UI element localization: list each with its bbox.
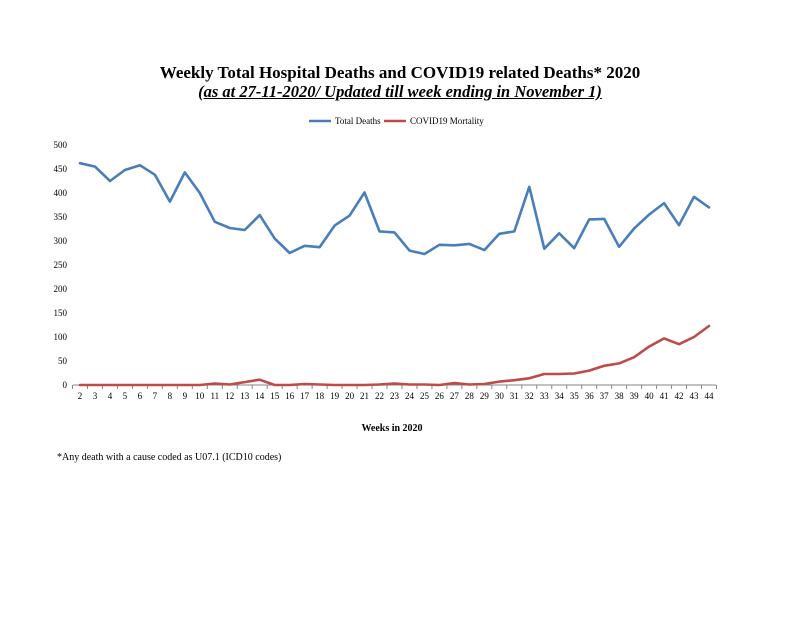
x-tick-label: 39 xyxy=(630,391,640,401)
x-tick-label: 22 xyxy=(375,391,384,401)
x-tick-label: 33 xyxy=(540,391,550,401)
x-tick-label: 34 xyxy=(555,391,565,401)
series-line-covid19-mortality xyxy=(78,324,711,387)
y-tick-label: 50 xyxy=(58,356,68,366)
x-axis-title: Weeks in 2020 xyxy=(361,423,422,434)
y-tick-label: 200 xyxy=(54,284,68,294)
x-tick-label: 19 xyxy=(330,391,340,401)
y-tick-label: 150 xyxy=(54,308,68,318)
x-tick-label: 27 xyxy=(450,391,460,401)
x-tick-label: 41 xyxy=(660,391,669,401)
x-tick-label: 42 xyxy=(675,391,684,401)
x-tick-label: 31 xyxy=(510,391,519,401)
x-tick-label: 44 xyxy=(705,391,715,401)
x-tick-label: 24 xyxy=(405,391,415,401)
legend-label: Total Deaths xyxy=(335,116,381,126)
x-tick-label: 10 xyxy=(195,391,205,401)
y-tick-label: 450 xyxy=(54,164,68,174)
chart-subtitle: (as at 27-11-2020/ Updated till week end… xyxy=(198,82,602,101)
chart-title: Weekly Total Hospital Deaths and COVID19… xyxy=(159,63,641,82)
x-tick-label: 16 xyxy=(285,391,295,401)
x-tick-label: 13 xyxy=(240,391,250,401)
x-tick-label: 36 xyxy=(585,391,595,401)
x-tick-label: 35 xyxy=(570,391,580,401)
x-tick-label: 4 xyxy=(108,391,113,401)
y-tick-label: 0 xyxy=(63,380,68,390)
x-tick-label: 38 xyxy=(615,391,625,401)
x-tick-label: 9 xyxy=(183,391,188,401)
x-tick-label: 29 xyxy=(480,391,490,401)
x-tick-label: 6 xyxy=(138,391,143,401)
x-tick-label: 28 xyxy=(465,391,475,401)
x-tick-label: 25 xyxy=(420,391,430,401)
x-tick-label: 15 xyxy=(270,391,280,401)
x-tick-label: 30 xyxy=(495,391,505,401)
x-tick-label: 3 xyxy=(93,391,98,401)
y-tick-label: 350 xyxy=(54,212,68,222)
y-tick-label: 300 xyxy=(54,236,68,246)
x-tick-label: 23 xyxy=(390,391,400,401)
x-tick-label: 40 xyxy=(645,391,655,401)
x-tick-label: 7 xyxy=(153,391,158,401)
x-tick-label: 5 xyxy=(123,391,128,401)
x-tick-label: 26 xyxy=(435,391,445,401)
x-tick-label: 12 xyxy=(225,391,234,401)
footnote: *Any death with a cause coded as U07.1 (… xyxy=(57,452,282,463)
x-tick-label: 11 xyxy=(210,391,219,401)
x-tick-label: 8 xyxy=(168,391,173,401)
y-tick-label: 500 xyxy=(54,140,68,150)
x-tick-label: 43 xyxy=(690,391,700,401)
x-tick-label: 2 xyxy=(78,391,83,401)
x-tick-label: 17 xyxy=(300,391,310,401)
legend-label: COVID19 Mortality xyxy=(410,116,484,126)
x-tick-label: 20 xyxy=(345,391,355,401)
x-tick-label: 14 xyxy=(255,391,265,401)
x-tick-label: 32 xyxy=(525,391,534,401)
y-tick-label: 100 xyxy=(54,332,68,342)
x-tick-label: 37 xyxy=(600,391,610,401)
series-line-total-deaths xyxy=(78,161,711,256)
x-tick-label: 21 xyxy=(360,391,369,401)
y-tick-label: 400 xyxy=(54,188,68,198)
y-tick-label: 250 xyxy=(54,260,68,270)
x-tick-label: 18 xyxy=(315,391,325,401)
